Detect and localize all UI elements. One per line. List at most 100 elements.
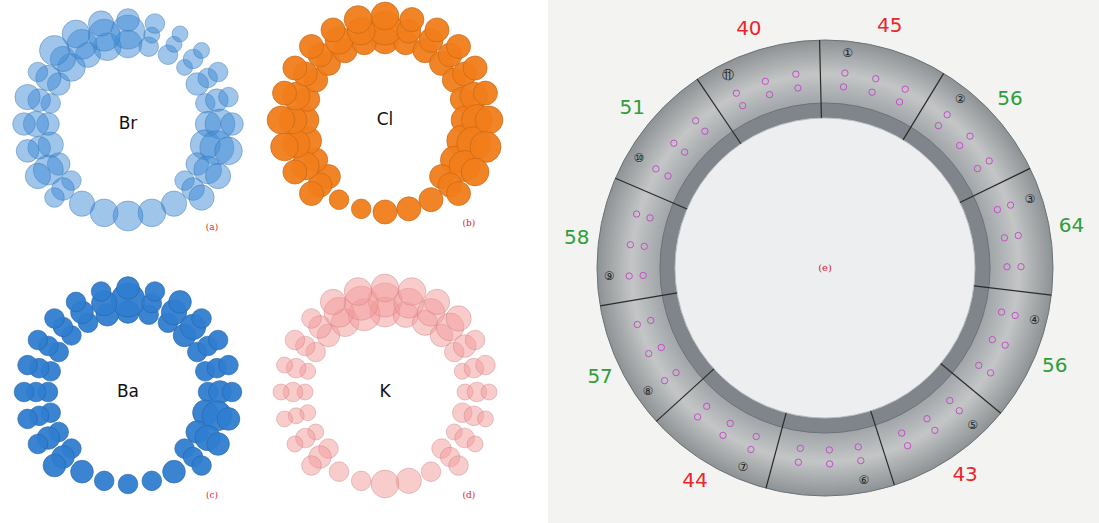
bubble [221,113,244,136]
sample-point [692,118,698,124]
bubble [465,330,485,350]
segment-labels: ①②③④⑤⑥⑦⑧⑨⑩⑪ [604,46,1040,487]
bubble [62,20,90,48]
bubble [88,11,113,36]
bubble [475,106,503,134]
sample-point [956,408,962,414]
value-label: 56 [1042,353,1067,377]
bubble [217,408,240,431]
bubble [473,81,497,105]
bubble [13,113,36,136]
bubble [344,6,372,34]
sample-point [739,102,745,108]
sample-point [956,142,962,148]
bubble [208,62,228,82]
bubble-panel: K(d) [273,274,497,500]
bubble [142,471,162,491]
sample-point [976,362,982,368]
segment-lines [600,40,1051,488]
panel-label: (b) [463,218,476,228]
sample-point [702,128,708,134]
sample-point [902,86,908,92]
bubble [321,18,345,42]
bubble [463,56,487,80]
bubble [43,454,66,477]
bubble [283,160,307,184]
bubble [215,137,243,165]
value-label: 45 [877,13,902,37]
bubble [207,433,230,456]
segment-label: ⑤ [967,418,978,432]
bubble [273,384,289,400]
sample-point [947,397,953,403]
bubble [117,9,140,32]
bubble [373,200,397,224]
bubble [481,384,497,400]
bubble [145,14,165,34]
sample-points [626,70,1024,467]
bubble [219,87,239,107]
sample-point [858,457,864,463]
sample-point [855,444,861,450]
bubble [45,309,65,329]
panel-title: Cl [377,109,394,129]
panel-label: (d) [463,490,476,500]
bubble [28,330,48,350]
bubble [397,197,421,221]
bubble [94,471,114,491]
bubble [28,62,48,82]
segment-label: ② [955,92,966,106]
segment-line [974,286,1051,295]
sample-point [748,446,754,452]
sample-point [720,432,726,438]
value-label: 57 [587,364,612,388]
sample-point [640,272,646,278]
bubble [287,436,303,452]
bubble [283,56,307,80]
segment-line [656,369,714,421]
sample-point [661,377,667,383]
bubble [477,411,493,427]
bubble [205,163,230,188]
ring-panel: ①②③④⑤⑥⑦⑧⑨⑩⑪45566456434457585140(e) [548,0,1099,523]
sample-point [986,158,992,164]
bubbles [273,274,497,498]
bubble [66,292,86,312]
value-label: 43 [952,462,977,486]
segment-line [766,413,786,488]
bubble [16,140,39,163]
value-label: 44 [682,468,707,492]
sample-point [733,90,739,96]
bubble [425,18,449,42]
sample-point [694,414,700,420]
bubble [208,330,228,350]
figure: Br(a)Cl(b)Ba(c)K(d)①②③④⑤⑥⑦⑧⑨⑩⑪4556645643… [0,0,1099,523]
sample-point [873,75,879,81]
value-label: 58 [564,225,589,249]
segment-line [960,168,1030,202]
bubble [320,289,345,314]
bubble [91,282,111,302]
bubble [424,289,449,314]
bubble [351,199,371,219]
bubble [476,355,496,375]
bubbles [14,277,242,494]
value-label: 64 [1059,213,1084,237]
bubbles [13,9,244,231]
sample-point [653,166,659,172]
bubble [192,456,212,476]
sample-point [1007,202,1013,208]
bubbles [267,2,503,224]
segment-label: ⑪ [722,68,734,82]
bubble [447,182,471,206]
sample-point [766,91,772,97]
sample-point [634,321,640,327]
bubble [285,330,305,350]
value-label: 56 [997,86,1022,110]
bubble [329,190,349,210]
bubble [271,133,299,161]
segment-line [600,293,677,306]
bubble [172,26,188,42]
segment-label: ⑦ [737,460,748,474]
sample-point [989,336,995,342]
